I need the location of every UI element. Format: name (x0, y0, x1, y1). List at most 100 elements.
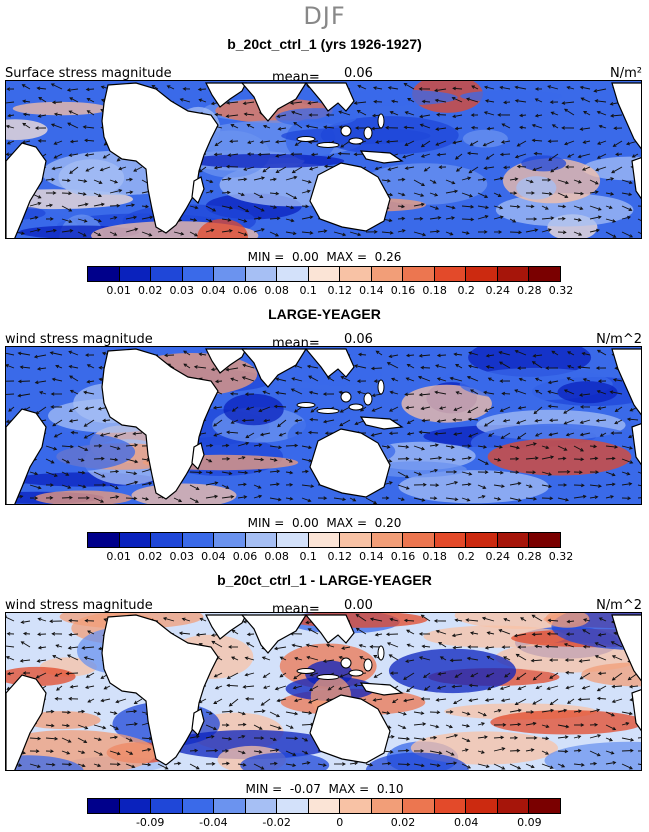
max-label: MAX = (326, 250, 375, 264)
min-value: 0.00 (292, 250, 327, 264)
colorbar-swatch (308, 533, 341, 547)
colorbar-swatch (497, 799, 530, 813)
colorbar-swatch (277, 533, 309, 547)
landmass (6, 408, 47, 504)
min-label: MIN = (247, 516, 292, 530)
colorbar-swatch (245, 799, 278, 813)
colorbar-swatch (308, 799, 341, 813)
colorbar-swatch (371, 533, 404, 547)
colorbar-swatch (403, 799, 435, 813)
variable-label: Surface stress magnitude (5, 66, 172, 81)
colorbar-swatch (403, 267, 435, 281)
colorbar-swatch (529, 533, 560, 547)
colorbar-tick-label: 0.32 (548, 284, 574, 297)
max-label: MAX = (326, 516, 375, 530)
landmass (611, 614, 641, 682)
min-max-readout: MIN = 0.00 MAX = 0.26 (0, 250, 649, 264)
colorbar-swatch (497, 533, 530, 547)
landmass (631, 689, 641, 732)
landmass (359, 682, 404, 696)
island (316, 674, 340, 680)
landmass (631, 157, 641, 200)
colorbar-swatch (403, 533, 435, 547)
island (348, 137, 364, 145)
colorbar-tick-label: 0.2 (457, 284, 475, 297)
colorbar-swatch (371, 267, 404, 281)
colorbar-swatch (466, 799, 498, 813)
colorbar-tick-label: 0.04 (453, 816, 479, 829)
colorbar-tick-label: 0.1 (299, 550, 317, 563)
colorbar-tick-label: 0.06 (232, 550, 258, 563)
colorbar-swatch (277, 799, 309, 813)
colorbar-tick-label: 0.06 (232, 284, 258, 297)
min-label: MIN = (247, 250, 292, 264)
colorbar-swatch (182, 267, 215, 281)
landmass (304, 614, 355, 644)
colorbar-tick-label: -0.09 (135, 816, 165, 829)
colorbar-swatch (119, 533, 152, 547)
colorbar-swatch (88, 799, 120, 813)
mean-value: 0.06 (344, 66, 373, 81)
colorbar-ticks: 0.01 0.02 0.03 0.04 0.06 0.08 0.1 0.12 0.14 0.16 0… (87, 550, 573, 564)
colorbar-swatch (119, 799, 152, 813)
colorbar-tick-label: 0.04 (201, 284, 226, 297)
island (377, 645, 385, 661)
stress-map (5, 80, 642, 239)
colorbar-tick-label: 0.16 (390, 284, 416, 297)
max-value: 0.20 (374, 516, 402, 530)
colorbar-swatch (466, 267, 498, 281)
stress-map (5, 346, 642, 505)
landmass (359, 150, 404, 164)
colorbar-swatch (308, 267, 341, 281)
max-value: 0.26 (374, 250, 402, 264)
panel-title: b_20ct_ctrl_1 (yrs 1926-1927) (227, 36, 422, 52)
colorbar-swatch (371, 799, 404, 813)
colorbar-tick-label: -0.02 (262, 816, 291, 829)
island (377, 113, 385, 129)
colorbar-swatch (151, 533, 183, 547)
season-title: DJF (303, 2, 346, 30)
colorbar-tick-label: 0.09 (517, 816, 542, 829)
min-max-readout: MIN = 0.00 MAX = 0.20 (0, 516, 649, 530)
colorbar-tick-label: 0.24 (485, 284, 511, 297)
variable-label: wind stress magnitude (5, 598, 153, 613)
colorbar-swatch (119, 267, 152, 281)
units-label: N/m^2 (596, 332, 642, 347)
variable-label: wind stress magnitude (5, 332, 153, 347)
colorbar (87, 266, 561, 282)
landmass (304, 82, 355, 112)
colorbar-tick-label: 0.14 (359, 550, 384, 563)
island (340, 657, 352, 669)
colorbar-swatch (88, 533, 120, 547)
colorbar-tick-label: 0.01 (106, 550, 131, 563)
island (363, 658, 373, 672)
island (296, 668, 316, 674)
max-value: 0.10 (376, 782, 404, 796)
colorbar-tick-label: 0.08 (264, 284, 289, 297)
colorbar-tick-label: 0.18 (422, 550, 447, 563)
panel-title: b_20ct_ctrl_1 - LARGE-YEAGER (217, 572, 432, 588)
colorbar-tick-label: 0.16 (390, 550, 416, 563)
colorbar-swatch (434, 267, 467, 281)
colorbar (87, 532, 561, 548)
colorbar-tick-label: 0.03 (169, 284, 195, 297)
colorbar-tick-label: 0.14 (359, 284, 384, 297)
colorbar-swatch (151, 267, 183, 281)
colorbar-tick-label: 0.02 (137, 550, 163, 563)
landmass (191, 176, 205, 205)
landmass (309, 428, 391, 498)
units-label: N/m^2 (596, 598, 642, 613)
island (340, 125, 352, 137)
colorbar-tick-label: 0.28 (517, 550, 542, 563)
colorbar-tick-label: -0.04 (199, 816, 228, 829)
colorbar-tick-label: 0.01 (106, 284, 131, 297)
landmass (240, 348, 308, 388)
landmass (6, 142, 47, 238)
colorbar-swatch (340, 267, 372, 281)
landmass (191, 442, 205, 471)
island (296, 136, 316, 142)
colorbar-swatch (529, 799, 560, 813)
colorbar-swatch (245, 267, 278, 281)
max-label: MAX = (328, 782, 377, 796)
colorbar-swatch (466, 533, 498, 547)
